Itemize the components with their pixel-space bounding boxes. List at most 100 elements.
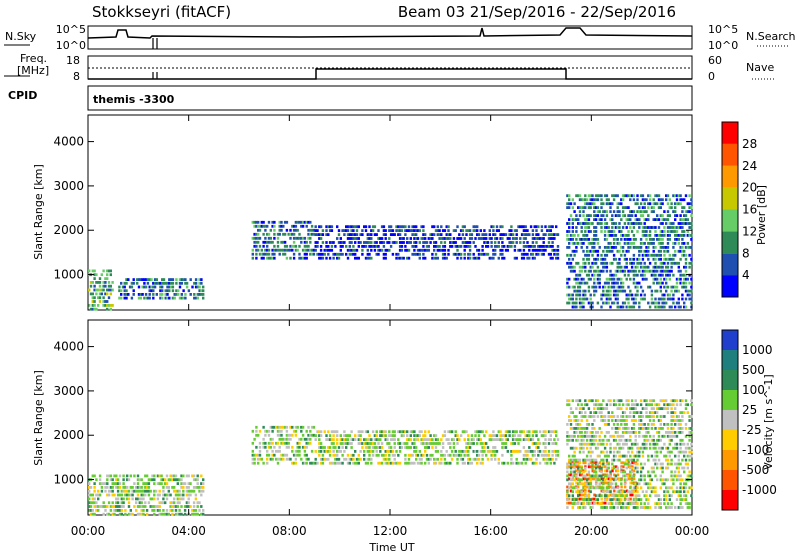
velocity-echo-cell [580, 482, 583, 486]
velocity-echo-cell [624, 485, 627, 489]
velocity-echo-cell [591, 506, 594, 509]
power-echo-cell [542, 241, 545, 244]
power-echo-cell [97, 304, 100, 307]
power-colorbar-tick: 20 [742, 181, 757, 195]
velocity-echo-cell [632, 502, 636, 505]
power-echo-cell [127, 293, 130, 296]
power-echo-cell [573, 210, 576, 213]
power-echo-cell [578, 305, 582, 309]
power-echo-cell [255, 224, 258, 228]
velocity-echo-cell [679, 403, 682, 407]
velocity-echo-cell [542, 442, 545, 445]
velocity-echo-cell [285, 437, 289, 441]
velocity-echo-cell [636, 470, 639, 474]
velocity-echo-cell [424, 430, 427, 434]
velocity-echo-cell [650, 470, 654, 474]
power-echo-cell [490, 241, 493, 244]
velocity-echo-cell [591, 474, 594, 478]
power-echo-cell [522, 252, 526, 256]
noise-right-tick-top: 10^5 [708, 23, 738, 36]
power-echo-cell [688, 246, 691, 249]
velocity-echo-cell [654, 427, 657, 430]
power-ytick-label: 2000 [53, 223, 84, 237]
power-echo-cell [164, 289, 167, 293]
power-echo-cell [166, 285, 169, 289]
velocity-echo-cell [591, 427, 594, 430]
power-echo-cell [526, 256, 529, 260]
power-echo-cell [656, 301, 659, 305]
velocity-echo-cell [625, 423, 628, 426]
power-echo-cell [654, 253, 657, 257]
velocity-echo-cell [287, 457, 290, 461]
velocity-echo-cell [648, 494, 652, 498]
velocity-echo-cell [593, 474, 596, 478]
velocity-echo-cell [618, 407, 621, 410]
power-echo-cell [627, 206, 630, 209]
power-echo-cell [684, 246, 688, 249]
velocity-echo-cell [578, 482, 582, 486]
power-echo-cell [337, 241, 341, 244]
power-echo-cell [538, 248, 542, 252]
power-echo-cell [612, 198, 616, 202]
power-echo-cell [596, 198, 600, 202]
velocity-echo-cell [575, 486, 578, 490]
power-echo-cell [125, 278, 128, 281]
power-echo-cell [616, 249, 619, 253]
velocity-echo-cell [605, 458, 609, 462]
velocity-echo-cell [173, 497, 176, 501]
velocity-echo-cell [368, 450, 371, 453]
power-echo-cell [137, 296, 141, 300]
velocity-echo-cell [618, 502, 621, 505]
velocity-echo-cell [526, 450, 529, 453]
power-echo-cell [298, 220, 301, 224]
power-echo-cell [629, 238, 632, 241]
power-echo-cell [262, 220, 265, 224]
velocity-echo-cell [675, 466, 679, 470]
velocity-echo-cell [573, 498, 576, 501]
velocity-echo-cell [609, 434, 612, 438]
power-echo-cell [627, 214, 630, 217]
power-echo-cell [582, 234, 585, 237]
power-echo-cell [434, 256, 438, 260]
power-echo-cell [296, 248, 299, 252]
velocity-echo-cell [621, 506, 625, 509]
velocity-echo-cell [285, 453, 289, 457]
velocity-echo-cell [549, 457, 552, 461]
velocity-echo-cell [677, 415, 680, 418]
velocity-colorbar-cell [722, 390, 738, 410]
velocity-echo-cell [497, 430, 500, 434]
velocity-echo-cell [600, 442, 603, 446]
velocity-echo-cell [348, 442, 351, 445]
velocity-echo-cell [657, 506, 661, 509]
velocity-echo-cell [609, 442, 612, 446]
power-echo-cell [257, 228, 260, 232]
velocity-echo-cell [634, 419, 637, 422]
power-echo-cell [258, 224, 262, 228]
velocity-echo-cell [445, 450, 448, 453]
power-echo-cell [589, 202, 592, 206]
velocity-echo-cell [456, 457, 459, 461]
velocity-echo-cell [600, 403, 603, 407]
velocity-echo-cell [106, 478, 109, 482]
velocity-echo-cell [415, 438, 418, 441]
velocity-echo-cell [659, 502, 662, 505]
power-echo-cell [370, 248, 373, 252]
velocity-echo-cell [577, 466, 580, 470]
velocity-echo-cell [652, 442, 655, 446]
power-echo-cell [364, 256, 368, 260]
velocity-echo-cell [584, 477, 587, 481]
velocity-echo-cell [591, 450, 594, 454]
velocity-echo-cell [578, 458, 582, 462]
velocity-echo-cell [555, 450, 558, 453]
power-echo-cell [679, 277, 682, 281]
power-echo-cell [584, 206, 587, 209]
velocity-echo-cell [133, 474, 136, 478]
velocity-echo-cell [654, 494, 657, 498]
power-echo-cell [591, 238, 594, 241]
power-echo-cell [625, 234, 628, 237]
power-echo-cell [643, 277, 646, 281]
velocity-echo-cell [568, 454, 571, 458]
velocity-echo-cell [191, 474, 194, 478]
power-echo-cell [566, 293, 569, 297]
power-echo-cell [614, 281, 618, 285]
